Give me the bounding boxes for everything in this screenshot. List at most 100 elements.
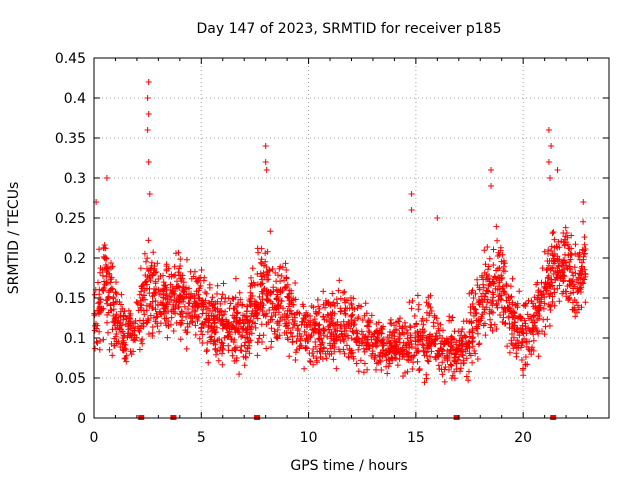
y-tick-label: 0.25 <box>55 211 86 227</box>
data-point <box>177 263 184 269</box>
x-tick-label: 15 <box>407 430 425 446</box>
data-point <box>582 299 589 306</box>
y-tick-label: 0.2 <box>64 251 86 267</box>
data-point <box>313 355 320 362</box>
data-point <box>522 361 529 368</box>
data-point <box>435 353 442 360</box>
data-point <box>540 316 547 323</box>
data-point <box>204 328 211 335</box>
data-point <box>497 244 504 251</box>
data-point <box>345 318 352 325</box>
data-point <box>364 366 371 373</box>
data-point <box>182 327 189 334</box>
data-point <box>503 282 510 289</box>
data-point <box>160 291 167 298</box>
y-axis-label: SRMTID / TECUs <box>6 182 22 295</box>
data-point <box>312 320 319 327</box>
data-point <box>151 265 158 272</box>
data-point <box>183 314 190 320</box>
data-point <box>175 283 182 289</box>
data-point <box>373 366 379 373</box>
data-point <box>193 288 200 295</box>
data-point <box>428 348 435 355</box>
data-point <box>211 323 218 330</box>
data-point <box>136 291 143 298</box>
data-point <box>285 294 292 301</box>
data-point <box>259 280 266 287</box>
data-point <box>414 328 421 335</box>
data-point <box>232 275 239 282</box>
data-point <box>545 127 552 133</box>
data-point <box>214 348 221 355</box>
data-point <box>427 292 434 299</box>
data-point <box>145 111 152 117</box>
data-point <box>396 335 403 342</box>
data-point <box>110 306 117 313</box>
data-point <box>450 345 456 351</box>
data-point <box>281 316 288 323</box>
data-point <box>557 273 564 280</box>
data-point <box>407 323 413 330</box>
data-point <box>469 287 476 294</box>
data-point <box>302 344 309 351</box>
data-point <box>137 297 144 304</box>
data-point <box>199 331 206 338</box>
data-point <box>310 346 317 352</box>
data-point <box>139 285 146 292</box>
data-point <box>144 315 151 322</box>
data-point <box>243 354 249 361</box>
data-point <box>274 320 280 327</box>
data-point <box>227 300 234 307</box>
data-point <box>504 304 511 311</box>
data-point <box>569 269 575 276</box>
data-point <box>120 337 127 344</box>
data-point <box>155 276 162 282</box>
data-point <box>337 348 343 355</box>
data-point <box>539 328 545 335</box>
data-point <box>207 334 214 341</box>
data-point <box>472 350 479 357</box>
data-point <box>117 312 124 319</box>
data-point <box>426 335 433 342</box>
data-point <box>496 291 503 297</box>
data-point <box>254 301 261 308</box>
data-point <box>195 301 201 308</box>
data-point <box>539 265 546 272</box>
data-point <box>371 330 378 337</box>
data-point <box>176 265 183 272</box>
data-point <box>275 309 282 316</box>
data-point <box>303 335 310 342</box>
data-point <box>453 351 460 358</box>
data-point <box>208 298 215 305</box>
data-point <box>177 256 184 263</box>
data-point <box>189 319 196 326</box>
data-point <box>143 307 150 314</box>
data-point <box>190 304 197 310</box>
data-point <box>536 299 543 306</box>
data-point <box>278 273 285 279</box>
data-point <box>570 306 577 313</box>
data-point <box>321 328 328 334</box>
data-point <box>498 275 505 282</box>
data-point <box>439 359 446 366</box>
data-point <box>186 285 192 292</box>
data-point <box>103 267 110 274</box>
data-point <box>486 310 493 317</box>
y-tick-label: 0 <box>77 411 86 427</box>
data-point <box>239 325 246 332</box>
data-point <box>357 357 364 364</box>
data-point <box>364 336 371 343</box>
data-point <box>483 287 490 294</box>
data-point <box>560 230 567 236</box>
data-point <box>563 262 570 269</box>
data-point <box>528 351 535 358</box>
data-point <box>258 281 264 288</box>
data-point <box>149 330 156 336</box>
data-point <box>399 347 406 354</box>
data-point <box>404 368 411 375</box>
data-point <box>286 297 293 304</box>
y-tick-label: 0.35 <box>55 131 86 147</box>
data-point <box>507 308 514 315</box>
data-point <box>420 334 426 340</box>
data-point <box>293 310 300 317</box>
